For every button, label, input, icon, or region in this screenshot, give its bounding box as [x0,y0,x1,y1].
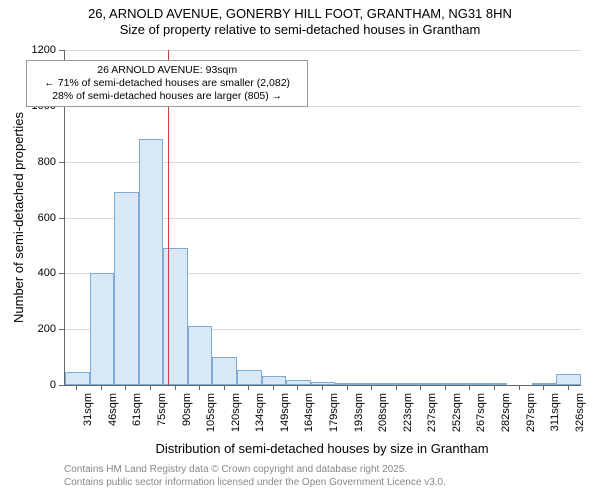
ytick-mark [59,218,64,219]
bar [163,248,188,385]
xtick-mark [519,385,520,390]
xtick-mark [224,385,225,390]
xtick-label: 193sqm [353,393,365,443]
ytick-mark [59,273,64,274]
bar [114,192,139,385]
xtick-label: 208sqm [377,393,389,443]
ytick-label: 800 [24,156,56,168]
bar [139,139,164,385]
bar [237,370,262,385]
xtick-mark [568,385,569,390]
ytick-label: 200 [24,323,56,335]
ytick-mark [59,385,64,386]
xtick-mark [543,385,544,390]
ytick-mark [59,162,64,163]
xtick-mark [371,385,372,390]
ytick-label: 600 [24,212,56,224]
xtick-label: 223sqm [402,393,414,443]
bar [262,376,287,385]
xtick-label: 282sqm [500,393,512,443]
xtick-label: 267sqm [475,393,487,443]
annotation-line-1: 26 ARNOLD AVENUE: 93sqm [33,64,301,77]
footer-line-2: Contains public sector information licen… [64,476,446,489]
bar [384,383,409,385]
xtick-mark [494,385,495,390]
xtick-mark [469,385,470,390]
bar [212,357,237,385]
xtick-mark [297,385,298,390]
x-axis-title: Distribution of semi-detached houses by … [64,441,580,456]
title-line-1: 26, ARNOLD AVENUE, GONERBY HILL FOOT, GR… [0,6,600,22]
xtick-label: 164sqm [303,393,315,443]
bar [409,383,434,385]
ytick-label: 400 [24,267,56,279]
xtick-label: 46sqm [107,393,119,443]
chart-title-block: 26, ARNOLD AVENUE, GONERBY HILL FOOT, GR… [0,6,600,39]
bar [434,383,459,385]
gridline [65,50,581,51]
annotation-line-2: ← 71% of semi-detached houses are smalle… [33,77,301,90]
xtick-label: 61sqm [131,393,143,443]
xtick-mark [76,385,77,390]
xtick-label: 326sqm [574,393,586,443]
xtick-mark [347,385,348,390]
xtick-mark [125,385,126,390]
xtick-mark [175,385,176,390]
bar [286,380,311,385]
xtick-mark [322,385,323,390]
xtick-mark [150,385,151,390]
xtick-label: 134sqm [254,393,266,443]
ytick-mark [59,329,64,330]
xtick-label: 90sqm [181,393,193,443]
chart-container: 26, ARNOLD AVENUE, GONERBY HILL FOOT, GR… [0,0,600,500]
xtick-mark [273,385,274,390]
bar [556,374,581,385]
xtick-mark [445,385,446,390]
xtick-label: 252sqm [451,393,463,443]
xtick-mark [396,385,397,390]
xtick-label: 105sqm [205,393,217,443]
bar [188,326,213,385]
annotation-box: 26 ARNOLD AVENUE: 93sqm← 71% of semi-det… [26,60,308,107]
xtick-label: 120sqm [230,393,242,443]
xtick-label: 179sqm [328,393,340,443]
xtick-label: 237sqm [426,393,438,443]
bar [335,383,360,385]
xtick-mark [199,385,200,390]
xtick-label: 311sqm [549,393,561,443]
ytick-mark [59,50,64,51]
footer-line-1: Contains HM Land Registry data © Crown c… [64,463,446,476]
footer-text: Contains HM Land Registry data © Crown c… [64,463,446,489]
bar [458,383,483,385]
ytick-label: 1200 [24,44,56,56]
ytick-label: 0 [24,379,56,391]
xtick-label: 31sqm [82,393,94,443]
xtick-label: 149sqm [279,393,291,443]
title-line-2: Size of property relative to semi-detach… [0,22,600,38]
xtick-label: 75sqm [156,393,168,443]
xtick-mark [420,385,421,390]
bar [65,372,90,385]
xtick-label: 297sqm [525,393,537,443]
bar [90,273,115,385]
xtick-mark [248,385,249,390]
annotation-line-3: 28% of semi-detached houses are larger (… [33,90,301,103]
xtick-mark [101,385,102,390]
